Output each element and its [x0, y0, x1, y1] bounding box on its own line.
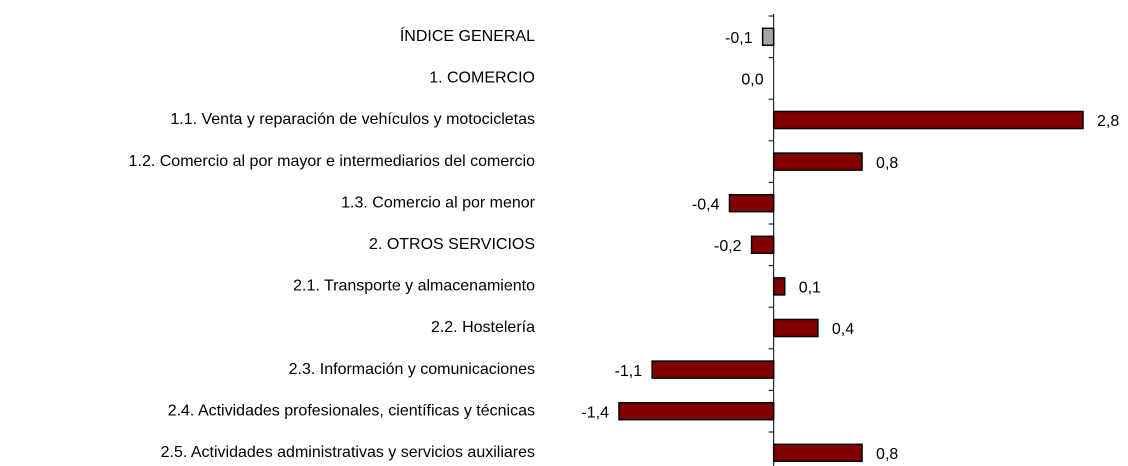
- value-label: 0,8: [876, 155, 898, 172]
- value-label: 0,4: [832, 321, 854, 338]
- value-label: -0,4: [692, 196, 720, 213]
- bar: [728, 193, 775, 213]
- category-label: 2.5. Actividades administrativas y servi…: [161, 444, 535, 461]
- category-label: 1.1. Venta y reparación de vehículos y m…: [170, 111, 535, 128]
- category-label: 2.2. Hostelería: [431, 319, 535, 336]
- category-label: ÍNDICE GENERAL: [400, 26, 535, 45]
- bar: [761, 27, 775, 47]
- category-label: 2. OTROS SERVICIOS: [369, 236, 535, 253]
- category-label: 2.4. Actividades profesionales, científi…: [168, 402, 535, 419]
- bar: [772, 318, 819, 338]
- category-label: 1.2. Comercio al por mayor e intermediar…: [129, 153, 535, 170]
- value-label: 0,1: [799, 280, 821, 297]
- bar: [772, 277, 786, 296]
- value-label: -0,1: [725, 30, 753, 47]
- category-label: 1.3. Comercio al por menor: [341, 194, 536, 211]
- value-label: -1,1: [615, 363, 643, 380]
- value-label: 0,8: [876, 446, 898, 463]
- value-label: -0,2: [714, 238, 742, 255]
- bar: [750, 235, 775, 255]
- bar: [772, 152, 863, 171]
- category-label: 1. COMERCIO: [429, 70, 535, 87]
- bar: [772, 443, 863, 463]
- bar: [772, 110, 1084, 130]
- value-label: 2,8: [1097, 113, 1119, 130]
- category-label: 2.3. Información y comunicaciones: [289, 361, 535, 378]
- value-label: -1,4: [581, 404, 609, 421]
- bar: [651, 360, 775, 379]
- value-label: 0,0: [741, 72, 763, 89]
- category-label: 2.1. Transporte y almacenamiento: [293, 278, 535, 295]
- bar: [618, 401, 775, 421]
